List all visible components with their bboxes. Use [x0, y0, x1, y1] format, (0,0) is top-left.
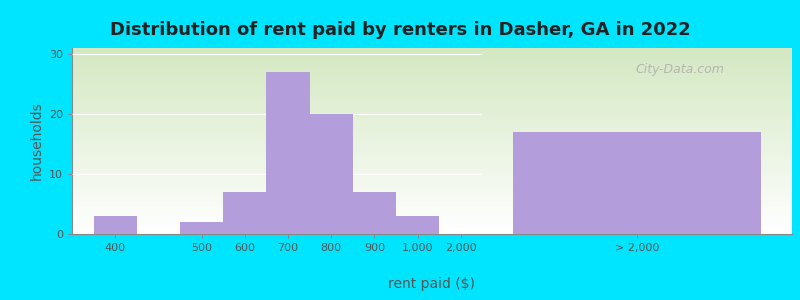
Text: rent paid ($): rent paid ($) [389, 277, 475, 291]
Text: Distribution of rent paid by renters in Dasher, GA in 2022: Distribution of rent paid by renters in … [110, 21, 690, 39]
Bar [223, 192, 266, 234]
Bar [266, 72, 310, 234]
Bar [396, 216, 439, 234]
Bar [180, 222, 223, 234]
Bar [310, 114, 353, 234]
Bar [514, 132, 761, 234]
Bar [94, 216, 137, 234]
Text: City-Data.com: City-Data.com [635, 63, 724, 76]
Bar [353, 192, 396, 234]
Y-axis label: households: households [30, 102, 43, 180]
